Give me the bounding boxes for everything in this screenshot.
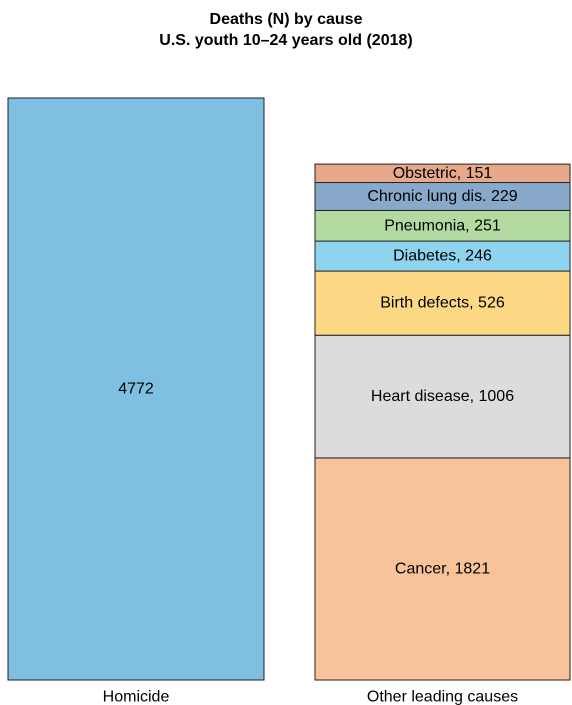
bar-segment-label-1-2: Birth defects, 526 — [380, 295, 505, 312]
bar-segment-label-1-6: Obstetric, 151 — [393, 165, 493, 182]
bar-segment-1-2 — [314, 270, 571, 336]
category-label-0: Homicide — [103, 689, 170, 705]
chart-title: Deaths (N) by cause — [209, 11, 363, 28]
bar-segment-1-0 — [314, 457, 571, 681]
bar-segment-label-1-1: Heart disease, 1006 — [371, 388, 514, 405]
bar-segment-label-1-5: Chronic lung dis. 229 — [367, 188, 517, 205]
bar-segment-label-0-0: 4772 — [118, 381, 154, 398]
bar-segment-1-5 — [314, 182, 571, 211]
bar-segment-0-0 — [7, 97, 265, 681]
bar-segment-1-6 — [314, 163, 571, 184]
chart-subtitle: U.S. youth 10–24 years old (2018) — [159, 32, 413, 49]
bar-segment-1-1 — [314, 334, 571, 459]
category-label-1: Other leading causes — [367, 689, 518, 705]
bar-segment-label-1-4: Pneumonia, 251 — [384, 217, 501, 234]
bar-segment-label-1-3: Diabetes, 246 — [393, 248, 492, 265]
bar-segment-label-1-0: Cancer, 1821 — [395, 560, 490, 577]
